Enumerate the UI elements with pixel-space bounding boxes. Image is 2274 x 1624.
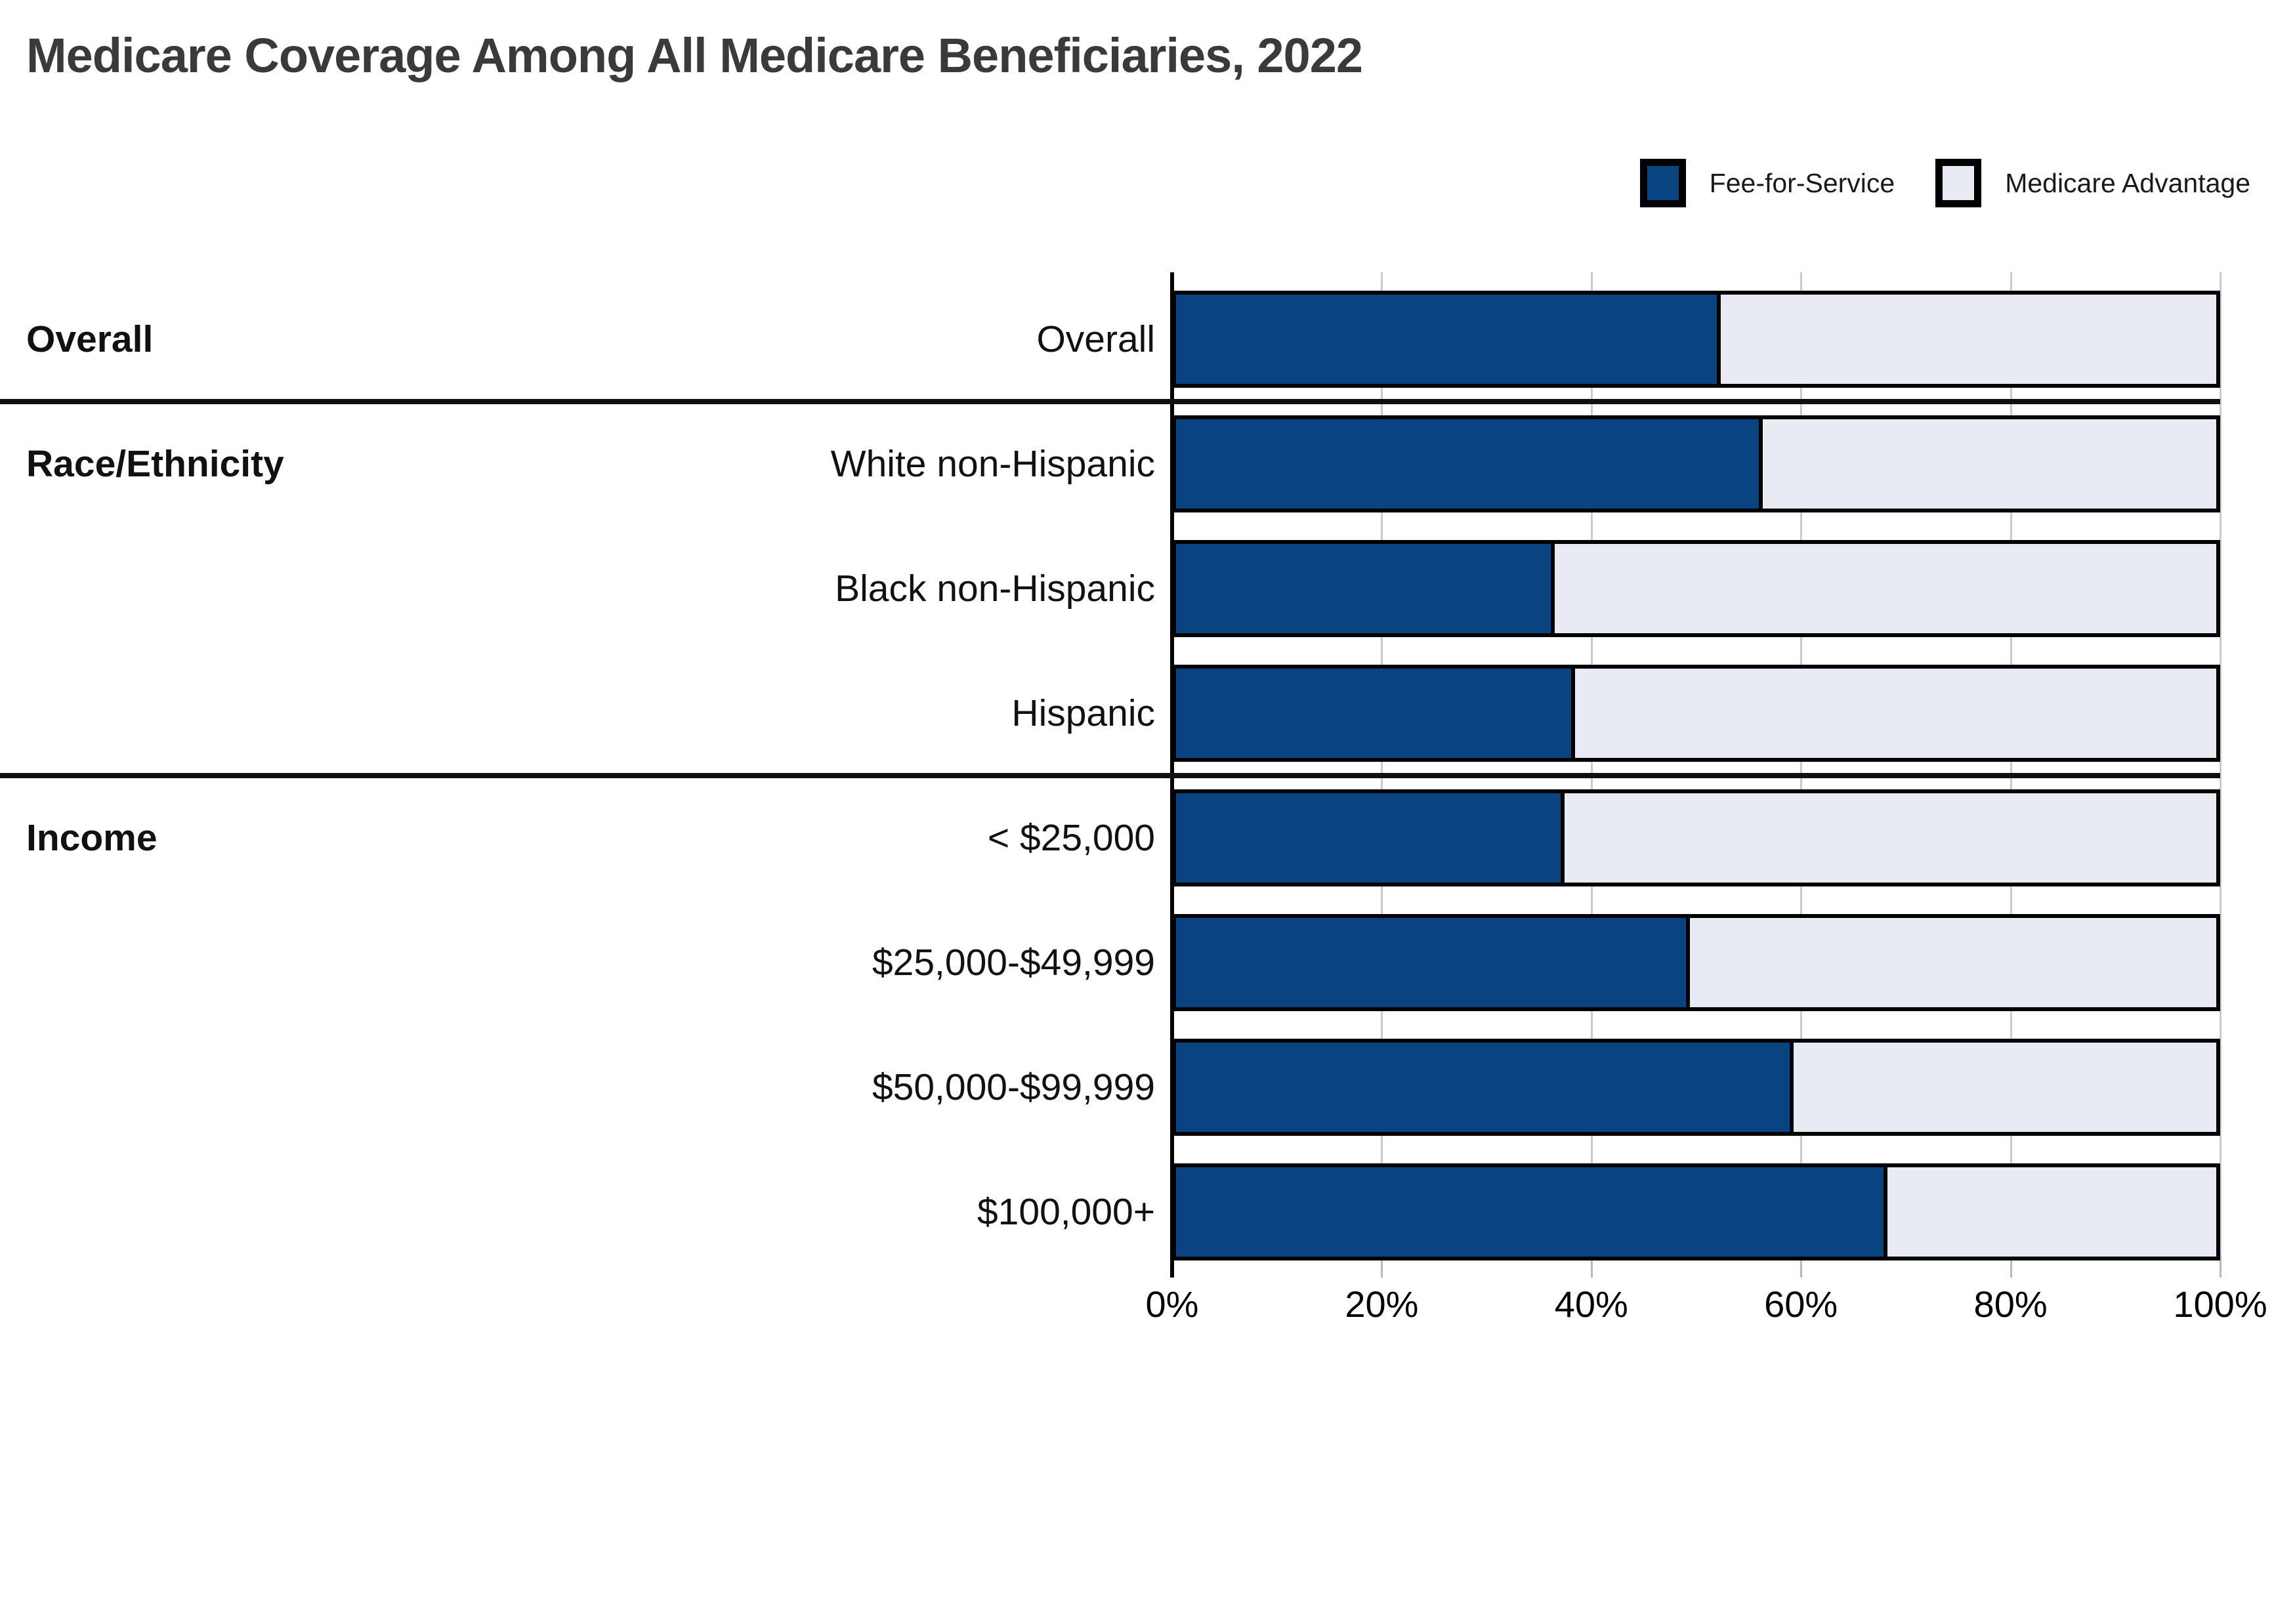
gridline [1381, 272, 1383, 1254]
fee-for-service-bar-segment [1176, 793, 1565, 883]
legend-item-fee-for-service: Fee-for-Service [1639, 159, 1895, 207]
fee-for-service-bar-segment [1176, 419, 1763, 509]
x-axis-tick [2010, 1254, 2012, 1278]
group-label: Race/Ethnicity [26, 443, 284, 485]
legend-label-fee-for-service: Fee-for-Service [1709, 167, 1895, 198]
chart-title: Medicare Coverage Among All Medicare Ben… [26, 28, 1363, 83]
medicare-advantage-bar-segment [1794, 1043, 2216, 1132]
y-axis-line [1170, 272, 1174, 1254]
group-separator [0, 773, 2220, 778]
bar-track [1172, 291, 2220, 388]
chart-rows: Overall Overall Race/Ethnicity White non-Hi… [0, 291, 2220, 1288]
gridline [1590, 272, 1593, 1254]
bar-track [1172, 540, 2220, 637]
row-label: Black non-Hispanic [835, 568, 1155, 610]
x-axis-tick [1381, 1254, 1383, 1278]
x-axis-tick [1800, 1254, 1803, 1278]
chart-row: $100,000+ [0, 1163, 2220, 1260]
chart-row: Race/Ethnicity White non-Hispanic [0, 415, 2220, 512]
medicare-advantage-bar-segment [1762, 419, 2216, 509]
x-axis: 0% 20% 40% 60% 80% 100% [1146, 1254, 2267, 1346]
bar-track [1172, 789, 2220, 886]
chart-row: Overall Overall [0, 291, 2220, 388]
medicare-advantage-swatch-icon [1935, 159, 1982, 207]
chart-row: Income < $25,000 [0, 789, 2220, 886]
medicare-advantage-bar-segment [1554, 544, 2216, 633]
x-axis-tick-label: 100% [2173, 1283, 2267, 1325]
medicare-advantage-bar-segment [1575, 669, 2216, 758]
bar-track [1172, 1039, 2220, 1136]
row-label: $100,000+ [977, 1191, 1155, 1233]
row-label: $50,000-$99,999 [872, 1066, 1155, 1108]
group-label: Income [26, 817, 158, 859]
row-label: $25,000-$49,999 [872, 942, 1155, 984]
bar-track [1172, 415, 2220, 512]
bar-track [1172, 665, 2220, 762]
chart-row: $25,000-$49,999 [0, 914, 2220, 1011]
fee-for-service-bar-segment [1176, 295, 1721, 384]
x-axis-tick [1170, 1254, 1174, 1278]
x-axis-tick-label: 0% [1145, 1283, 1199, 1325]
fee-for-service-bar-segment [1176, 1043, 1794, 1132]
gridline [2010, 272, 2012, 1254]
row-label: Hispanic [1011, 692, 1155, 734]
x-axis-tick-label: 40% [1554, 1283, 1628, 1325]
bar-track [1172, 914, 2220, 1011]
row-label: Overall [1036, 318, 1155, 360]
x-axis-tick-label: 80% [1973, 1283, 2048, 1325]
x-axis-tick-label: 60% [1764, 1283, 1838, 1325]
chart-row: $50,000-$99,999 [0, 1039, 2220, 1136]
legend-item-medicare-advantage: Medicare Advantage [1935, 159, 2250, 207]
x-axis-tick-label: 20% [1345, 1283, 1419, 1325]
medicare-advantage-bar-segment [1721, 295, 2216, 384]
fee-for-service-swatch-icon [1639, 159, 1686, 207]
medicare-advantage-bar-segment [1887, 1167, 2216, 1257]
plot-area [1170, 272, 2221, 1254]
legend-label-medicare-advantage: Medicare Advantage [2005, 167, 2250, 198]
fee-for-service-bar-segment [1176, 669, 1576, 758]
bar-track [1172, 1163, 2220, 1260]
fee-for-service-bar-segment [1176, 544, 1555, 633]
fee-for-service-bar-segment [1176, 918, 1690, 1007]
x-axis-tick [1590, 1254, 1593, 1278]
gridline [1800, 272, 1803, 1254]
gridline [2220, 272, 2221, 1254]
chart-row: Hispanic [0, 665, 2220, 762]
group-separator [0, 399, 2220, 404]
x-axis-tick [2220, 1254, 2221, 1278]
legend: Fee-for-Service Medicare Advantage [1639, 159, 2250, 207]
row-label: White non-Hispanic [830, 443, 1155, 485]
fee-for-service-bar-segment [1176, 1167, 1887, 1257]
row-label: < $25,000 [987, 817, 1155, 859]
chart-row: Black non-Hispanic [0, 540, 2220, 637]
group-label: Overall [26, 318, 154, 360]
medicare-advantage-bar-segment [1689, 918, 2216, 1007]
medicare-advantage-bar-segment [1565, 793, 2216, 883]
